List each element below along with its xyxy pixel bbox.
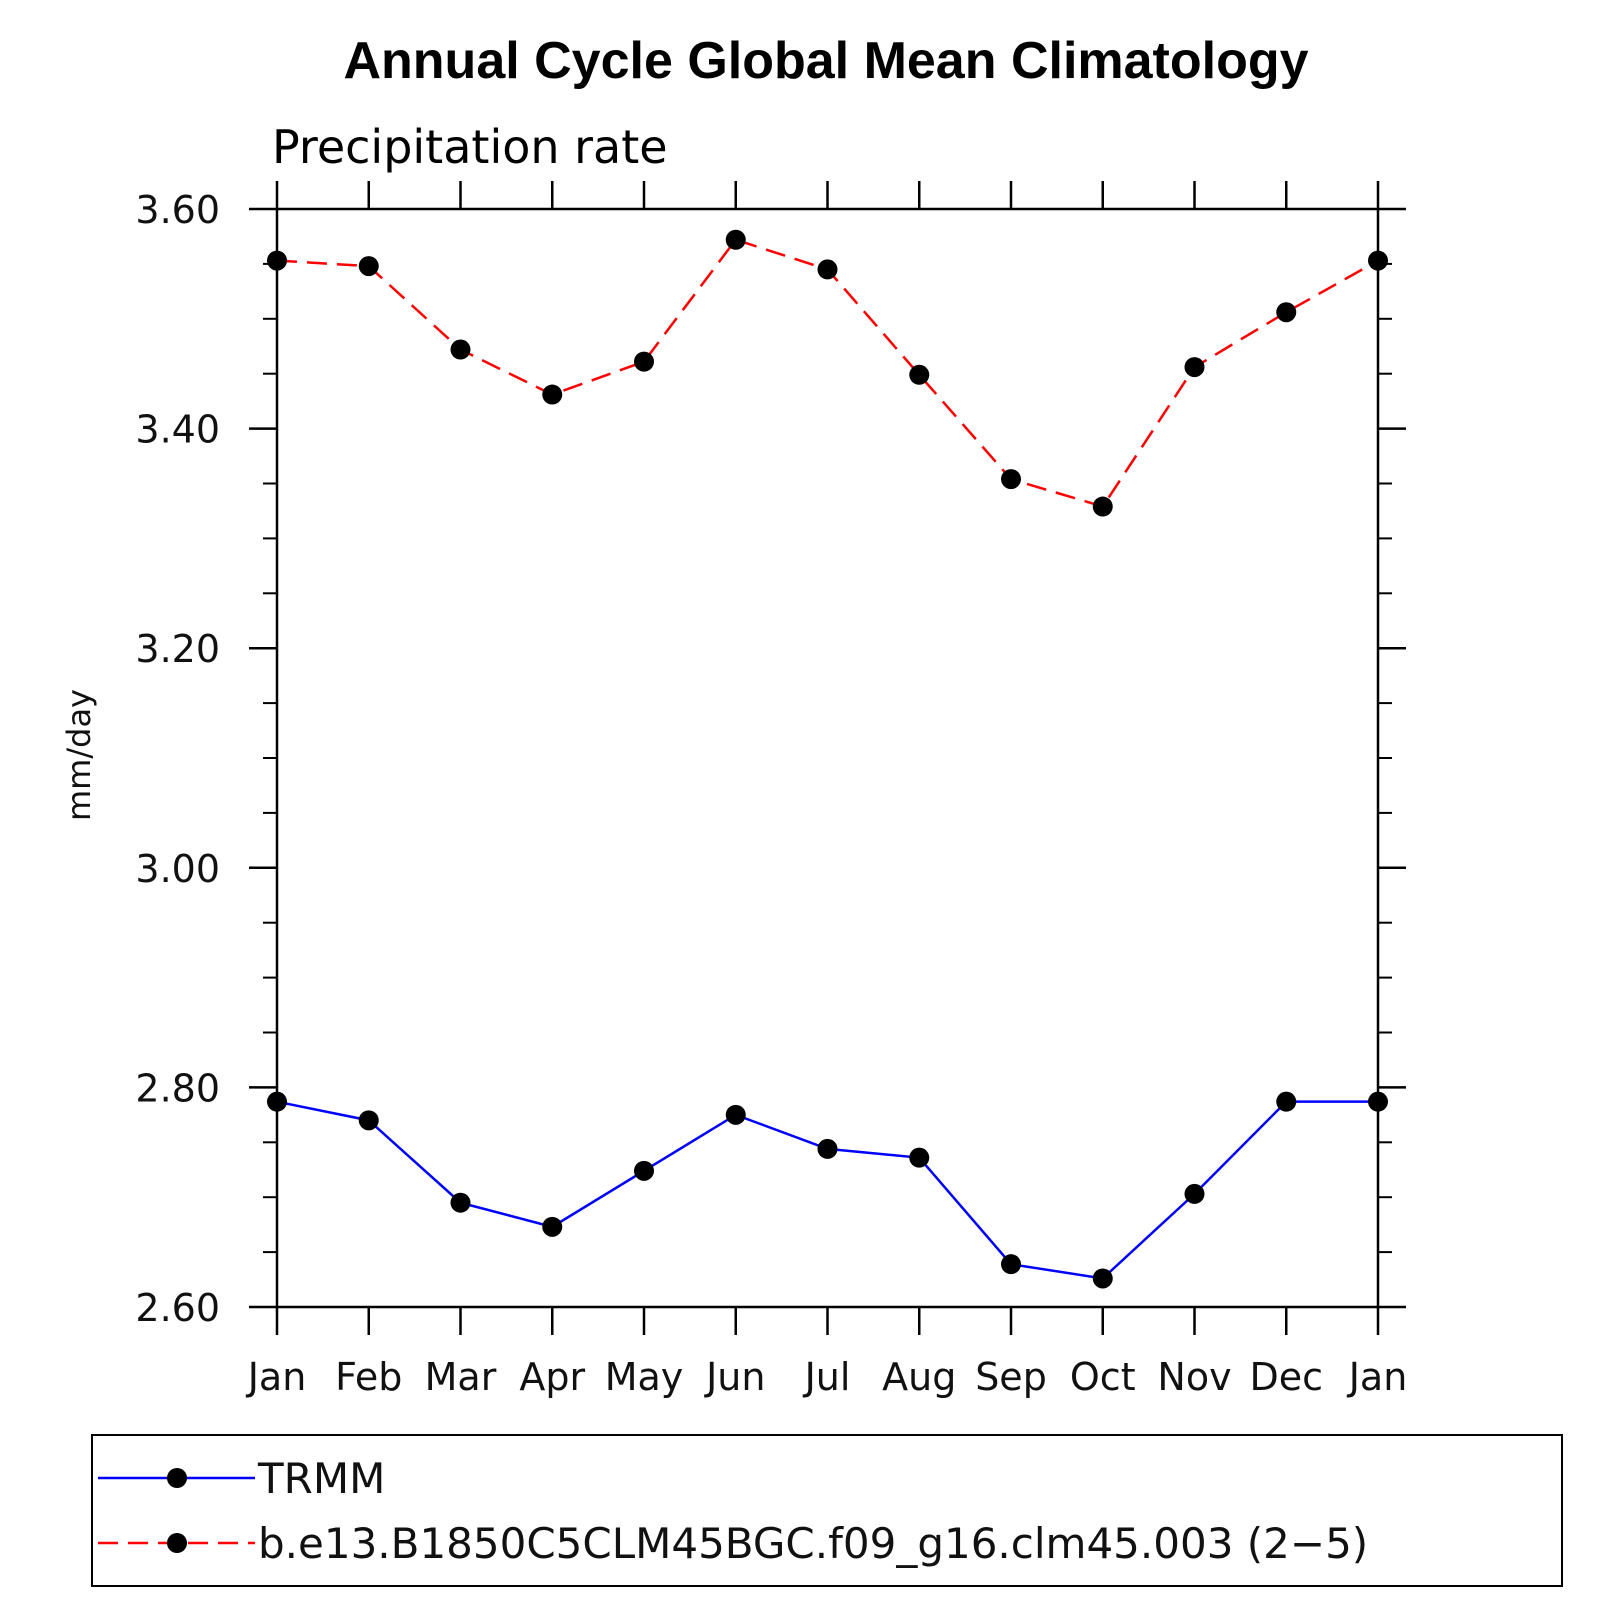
- data-point: [542, 1216, 563, 1237]
- x-tick-label: Jun: [704, 1355, 765, 1399]
- legend-marker: [167, 1468, 187, 1488]
- legend-box: [91, 1434, 1563, 1587]
- x-tick-label: Jan: [246, 1355, 307, 1399]
- y-tick-label: 3.20: [135, 627, 220, 671]
- x-tick-label: Dec: [1249, 1355, 1323, 1399]
- y-tick-label: 3.00: [135, 847, 220, 891]
- data-point: [634, 1160, 654, 1181]
- y-tick-label: 2.60: [135, 1286, 220, 1330]
- data-point: [817, 259, 838, 280]
- series-1: [267, 1091, 1388, 1289]
- x-tick-label: Feb: [335, 1355, 402, 1399]
- data-point: [1184, 1183, 1205, 1204]
- data-point: [1276, 1091, 1297, 1112]
- data-point: [358, 256, 379, 277]
- data-point: [450, 339, 471, 360]
- data-point: [1001, 469, 1021, 490]
- data-point: [1368, 1091, 1388, 1112]
- x-tick-label: Aug: [882, 1355, 956, 1399]
- x-tick-label: Sep: [975, 1355, 1047, 1399]
- data-point: [725, 1104, 746, 1125]
- y-tick-label: 3.40: [135, 408, 220, 452]
- chart-title: Annual Cycle Global Mean Climatology: [343, 32, 1308, 90]
- x-tick-label: Apr: [519, 1355, 585, 1399]
- data-point: [1001, 1254, 1021, 1275]
- data-point: [909, 1147, 930, 1168]
- x-tick-label: Mar: [425, 1355, 497, 1399]
- data-point: [358, 1110, 379, 1131]
- data-point: [1276, 302, 1297, 323]
- data-point: [1092, 1268, 1113, 1289]
- legend-marker: [167, 1533, 187, 1553]
- data-point: [1368, 250, 1388, 271]
- data-point: [634, 351, 654, 372]
- data-point: [267, 1091, 287, 1112]
- y-tick-label: 2.80: [135, 1066, 220, 1110]
- data-point: [909, 364, 930, 385]
- data-point: [725, 229, 746, 250]
- legend: TRMM b.e13.B1850C5CLM45BGC.f09_g16.clm45.…: [91, 1434, 1563, 1587]
- data-point: [1092, 496, 1113, 517]
- data-point: [1184, 357, 1205, 378]
- data-point: [817, 1138, 838, 1159]
- series-line: [276, 238, 1379, 509]
- x-tick-label: Oct: [1070, 1355, 1136, 1399]
- x-tick-label: Jan: [1347, 1355, 1408, 1399]
- x-tick-label: May: [605, 1355, 684, 1399]
- data-point: [450, 1192, 471, 1213]
- legend-label: b.e13.B1850C5CLM45BGC.f09_g16.clm45.003 …: [258, 1519, 1368, 1568]
- series-layer: [267, 229, 1388, 1289]
- x-tick-label: Nov: [1157, 1355, 1231, 1399]
- y-axis-label: mm/day: [60, 689, 98, 821]
- y-tick-label: 3.60: [135, 188, 220, 232]
- series-line: [276, 1100, 1378, 1280]
- chart-subtitle: Precipitation rate: [272, 120, 668, 174]
- x-tick-label: Jul: [803, 1355, 851, 1399]
- axes: 2.60 2.80 3.00 3.20 3.40 3.60 Jan Feb Mar Apr May J…: [135, 181, 1407, 1399]
- data-point: [542, 384, 563, 405]
- data-point: [267, 250, 287, 271]
- series-2: [267, 229, 1388, 517]
- legend-label: TRMM: [257, 1454, 385, 1503]
